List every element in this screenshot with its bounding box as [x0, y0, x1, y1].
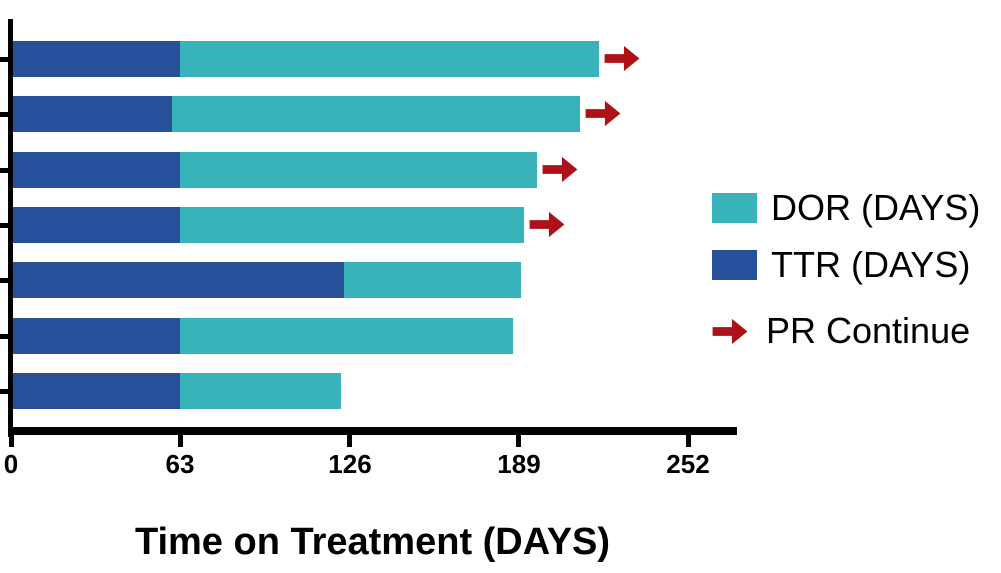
bar-3-ttr-segment	[13, 152, 180, 188]
legend-label-pr-continue: PR Continue	[766, 310, 971, 351]
bar-4-pr-continue-arrow-icon	[529, 210, 565, 239]
x-axis-tick-label: 126	[328, 449, 372, 479]
y-axis-tick	[0, 278, 8, 283]
x-axis-tick	[686, 435, 691, 447]
bar-1-ttr-segment	[13, 41, 180, 77]
legend-item-dor: DOR (DAYS)	[712, 187, 980, 228]
y-axis-tick	[0, 112, 8, 117]
legend-item-pr-continue: PR Continue	[712, 310, 970, 351]
bar-6-dor-segment	[180, 318, 513, 354]
y-axis-tick	[0, 389, 8, 394]
ttr-swatch-icon	[712, 250, 757, 280]
pr-continue-arrow-icon	[712, 317, 748, 346]
bar-4-ttr-segment	[13, 207, 180, 243]
bar-5-ttr-segment	[13, 262, 344, 298]
x-axis-line	[8, 427, 737, 435]
bar-7-ttr-segment	[13, 373, 180, 409]
x-axis-title: Time on Treatment (DAYS)	[134, 521, 611, 563]
bar-1-pr-continue-arrow-icon	[604, 44, 640, 73]
bar-7-dor-segment	[180, 373, 341, 409]
bar-6-ttr-segment	[13, 318, 180, 354]
bar-3-pr-continue-arrow-icon	[542, 155, 578, 184]
x-axis-tick	[516, 435, 521, 447]
bar-2-pr-continue-arrow-icon	[585, 99, 621, 128]
y-axis-tick	[0, 57, 8, 62]
bar-2-dor-segment	[172, 96, 580, 132]
bar-1-dor-segment	[180, 41, 599, 77]
legend-label-ttr: TTR (DAYS)	[771, 244, 971, 285]
legend-label-dor: DOR (DAYS)	[771, 187, 981, 228]
y-axis-line	[8, 19, 13, 437]
y-axis-tick	[0, 168, 8, 173]
dor-swatch-icon	[712, 193, 757, 223]
legend-item-ttr: TTR (DAYS)	[712, 244, 970, 285]
x-axis-tick-label: 189	[497, 449, 541, 479]
x-axis-tick	[178, 435, 183, 447]
y-axis-tick	[0, 223, 8, 228]
bar-5-dor-segment	[344, 262, 521, 298]
x-axis-tick-label: 63	[165, 449, 195, 479]
bar-4-dor-segment	[180, 207, 524, 243]
x-axis-tick	[347, 435, 352, 447]
x-axis-tick-label: 0	[3, 449, 19, 479]
bar-3-dor-segment	[180, 152, 537, 188]
bar-2-ttr-segment	[13, 96, 172, 132]
x-axis-tick	[9, 435, 14, 447]
y-axis-tick	[0, 334, 8, 339]
x-axis-tick-label: 252	[666, 449, 710, 479]
